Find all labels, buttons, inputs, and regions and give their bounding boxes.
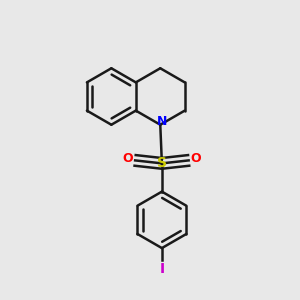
Text: S: S: [157, 156, 167, 170]
Text: I: I: [159, 262, 164, 276]
Text: O: O: [122, 152, 133, 165]
Text: O: O: [191, 152, 201, 165]
Text: N: N: [157, 115, 167, 128]
